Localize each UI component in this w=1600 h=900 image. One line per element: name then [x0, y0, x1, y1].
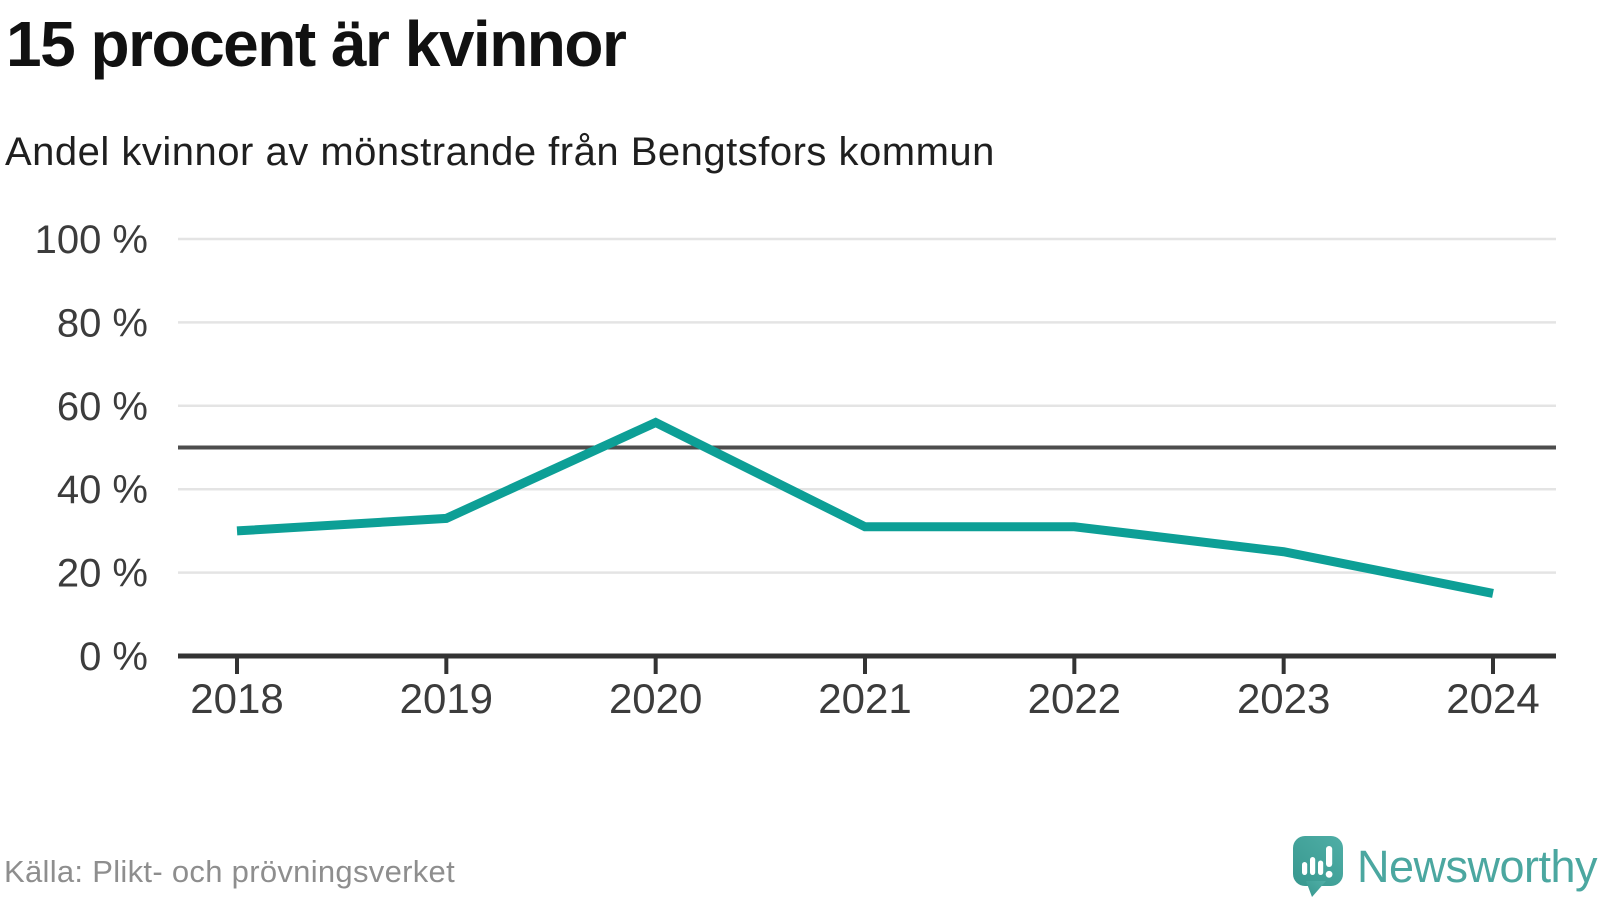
y-axis-tick-label: 80 % [57, 301, 148, 345]
y-axis-tick-label: 100 % [35, 218, 148, 262]
logo-bubble [1293, 836, 1343, 886]
y-axis-tick-label: 0 % [79, 635, 148, 679]
logo-bubble-tail [1306, 881, 1326, 897]
logo-bar-2 [1310, 857, 1316, 875]
data-line-andel-kvinnor-av-m-nstrande [236, 417, 1494, 598]
y-axis-tick-label: 60 % [57, 385, 148, 429]
y-axis-tick-label: 20 % [57, 552, 148, 596]
x-axis-tick-label: 2018 [190, 675, 283, 722]
chart-title: 15 procent är kvinnor [6, 8, 627, 80]
source-note: Källa: Plikt- och prövningsverket [4, 854, 455, 889]
logo-exclamation-bar [1326, 846, 1333, 867]
x-axis-tick-label: 2023 [1237, 675, 1330, 722]
newsworthy-bubble-chart-icon [1293, 836, 1343, 897]
newsworthy-logo: Newsworthy [1291, 835, 1598, 899]
x-axis-tick-label: 2020 [609, 675, 702, 722]
x-axis-tick-label: 2019 [400, 675, 493, 722]
x-axis-tick-label: 2022 [1028, 675, 1121, 722]
newsworthy-wordmark: Newsworthy [1357, 841, 1598, 892]
x-axis-tick-label: 2024 [1446, 675, 1539, 722]
logo-bar-1 [1302, 862, 1308, 875]
y-axis-tick-label: 40 % [57, 468, 148, 512]
logo-bar-3 [1318, 860, 1324, 875]
logo-exclamation-dot [1325, 870, 1333, 878]
x-axis-tick-label: 2021 [818, 675, 911, 722]
chart-subtitle: Andel kvinnor av mönstrande från Bengtsf… [5, 130, 995, 174]
